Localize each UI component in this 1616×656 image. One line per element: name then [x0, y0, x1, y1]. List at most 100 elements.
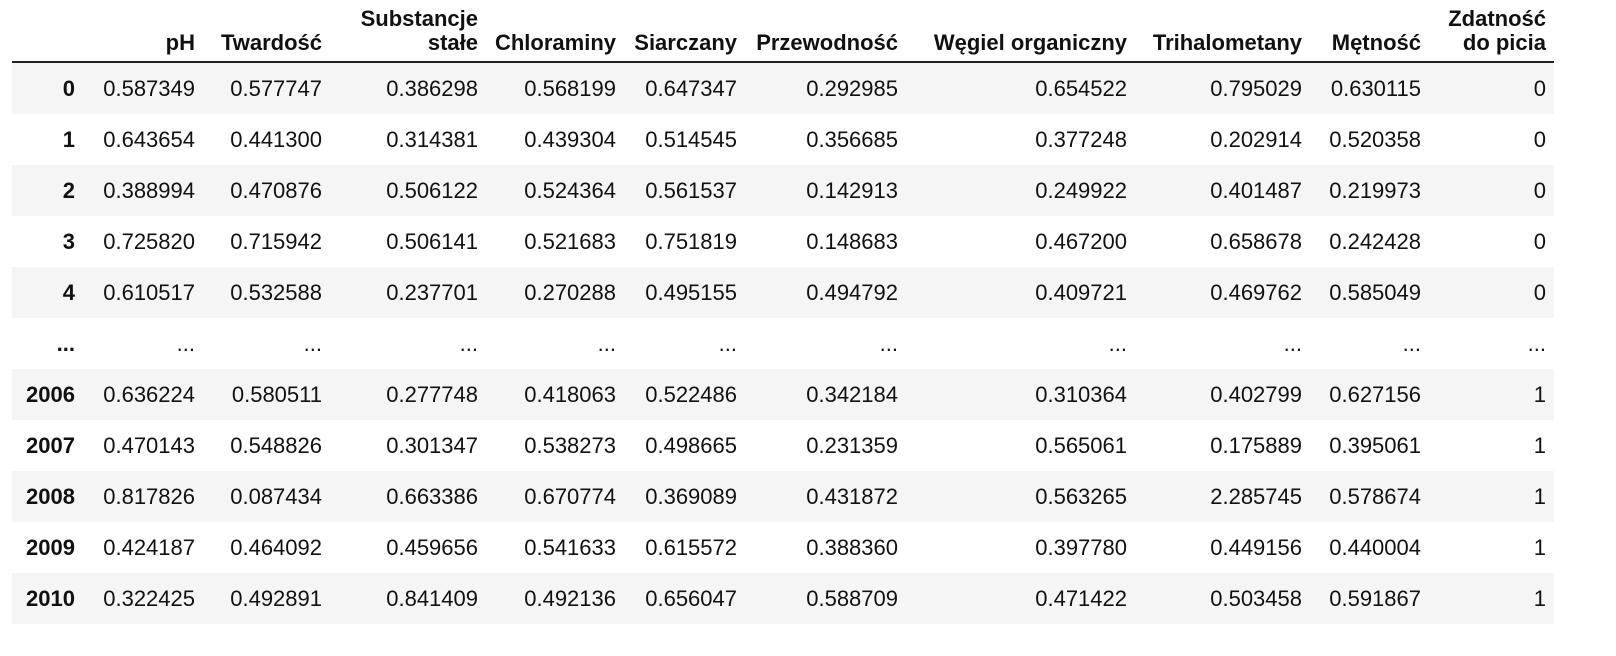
- cell: 0.670774: [524, 483, 616, 509]
- cell: 0.506122: [386, 177, 478, 203]
- table-body: 0 0.587349 0.577747 0.386298 0.568199 0.64734…: [12, 62, 1554, 624]
- cell: 0.841409: [386, 585, 478, 611]
- cell: 1: [1533, 585, 1546, 611]
- cell: 0.541633: [524, 534, 616, 560]
- cell: 0.342184: [806, 381, 898, 407]
- cell: 0.219973: [1329, 177, 1421, 203]
- cell: 0.656047: [645, 585, 737, 611]
- cell: 0.538273: [524, 432, 616, 458]
- cell: 0.658678: [1210, 228, 1302, 254]
- cell: ...: [1108, 330, 1127, 356]
- header-cell: pH: [83, 0, 203, 63]
- cell: 0.725820: [103, 228, 195, 254]
- cell: 0.503458: [1210, 585, 1302, 611]
- cell: 0.470143: [103, 432, 195, 458]
- cell: 0.377248: [1035, 126, 1127, 152]
- header-cell: Chloraminy: [486, 0, 624, 63]
- row-index: 3: [62, 228, 75, 254]
- table-row: 0 0.587349 0.577747 0.386298 0.568199 0.64734…: [12, 62, 1554, 114]
- cell: 0.397780: [1035, 534, 1127, 560]
- cell: 0.561537: [645, 177, 737, 203]
- row-index: 2006: [26, 381, 75, 407]
- cell: 0.588709: [806, 585, 898, 611]
- cell: 0.795029: [1210, 75, 1302, 101]
- cell: 1: [1533, 381, 1546, 407]
- cell: 0.440004: [1329, 534, 1421, 560]
- cell: 0.386298: [386, 75, 478, 101]
- cell: 0.521683: [524, 228, 616, 254]
- cell: 0.643654: [103, 126, 195, 152]
- cell: 0.615572: [645, 534, 737, 560]
- row-index: 2: [62, 177, 75, 203]
- header-cell: Węgiel organiczny: [906, 0, 1135, 63]
- cell: 0.563265: [1035, 483, 1127, 509]
- cell: 0.292985: [806, 75, 898, 101]
- cell: 0.506141: [386, 228, 478, 254]
- cell: 0.630115: [1330, 75, 1421, 101]
- header-cell: Przewodność: [745, 0, 906, 63]
- cell: 0.249922: [1035, 177, 1127, 203]
- cell: 0.495155: [645, 279, 737, 305]
- cell: 2.285745: [1210, 483, 1302, 509]
- cell: 1: [1533, 432, 1546, 458]
- header-cell: Twardość: [203, 0, 330, 63]
- cell: 0.402799: [1210, 381, 1302, 407]
- cell: 0.424187: [103, 534, 195, 560]
- cell: 0.470876: [230, 177, 322, 203]
- cell: 0.498665: [645, 432, 737, 458]
- cell: 0.439304: [524, 126, 616, 152]
- cell: ...: [459, 330, 478, 356]
- cell: 0.459656: [386, 534, 478, 560]
- cell: 0.520358: [1329, 126, 1421, 152]
- row-index: 1: [62, 126, 75, 152]
- cell: 0.464092: [230, 534, 322, 560]
- cell: 0.388360: [806, 534, 898, 560]
- cell: 0.654522: [1035, 75, 1127, 101]
- header-row: pH Twardość Substancje stałe Chloraminy Siar…: [12, 0, 1554, 63]
- table-row: 2009 0.424187 0.464092 0.459656 0.541633 0.61…: [12, 522, 1554, 573]
- row-index: 2007: [26, 432, 75, 458]
- cell: 0.587349: [103, 75, 195, 101]
- cell: 0.449156: [1210, 534, 1302, 560]
- table-row: 3 0.725820 0.715942 0.506141 0.521683 0.75181…: [12, 216, 1554, 267]
- cell: 0.395061: [1329, 432, 1421, 458]
- table-header: pH Twardość Substancje stałe Chloraminy Siar…: [12, 0, 1554, 63]
- cell: 0.388994: [103, 177, 195, 203]
- table-row: 2006 0.636224 0.580511 0.277748 0.418063 0.52…: [12, 369, 1554, 420]
- cell: ...: [718, 330, 737, 356]
- cell: 0.522486: [645, 381, 737, 407]
- cell: 0.142913: [806, 177, 898, 203]
- cell: 0.492891: [230, 585, 322, 611]
- cell: ...: [176, 330, 195, 356]
- cell: 0.356685: [806, 126, 898, 152]
- cell: ...: [1283, 330, 1302, 356]
- cell: 0.524364: [524, 177, 616, 203]
- header-cell: Trihalometany: [1135, 0, 1310, 63]
- cell: 0.242428: [1329, 228, 1421, 254]
- header-cell: Mętność: [1310, 0, 1429, 63]
- cell: 0.409721: [1035, 279, 1127, 305]
- cell: 0.514545: [645, 126, 737, 152]
- cell: 0: [1533, 75, 1546, 101]
- cell: 0.322425: [103, 585, 195, 611]
- cell: 0: [1533, 126, 1546, 152]
- cell: 0.270288: [524, 279, 616, 305]
- cell: 0.578674: [1329, 483, 1421, 509]
- cell: ...: [879, 330, 898, 356]
- cell: 0: [1533, 177, 1546, 203]
- cell: 0.087434: [230, 483, 322, 509]
- cell: ...: [303, 330, 322, 356]
- cell: 0.663386: [386, 483, 478, 509]
- cell: 1: [1533, 534, 1546, 560]
- cell: 0: [1533, 279, 1546, 305]
- cell: 0.237701: [386, 279, 478, 305]
- cell: 0.580511: [231, 381, 322, 407]
- header-cell: Substancje stałe: [330, 0, 486, 63]
- cell: 0.585049: [1329, 279, 1421, 305]
- row-index: 0: [62, 75, 75, 101]
- cell: 0.715942: [230, 228, 322, 254]
- cell: 0.310364: [1035, 381, 1127, 407]
- cell: ...: [1402, 330, 1421, 356]
- cell: 0.431872: [806, 483, 898, 509]
- cell: 0.301347: [386, 432, 478, 458]
